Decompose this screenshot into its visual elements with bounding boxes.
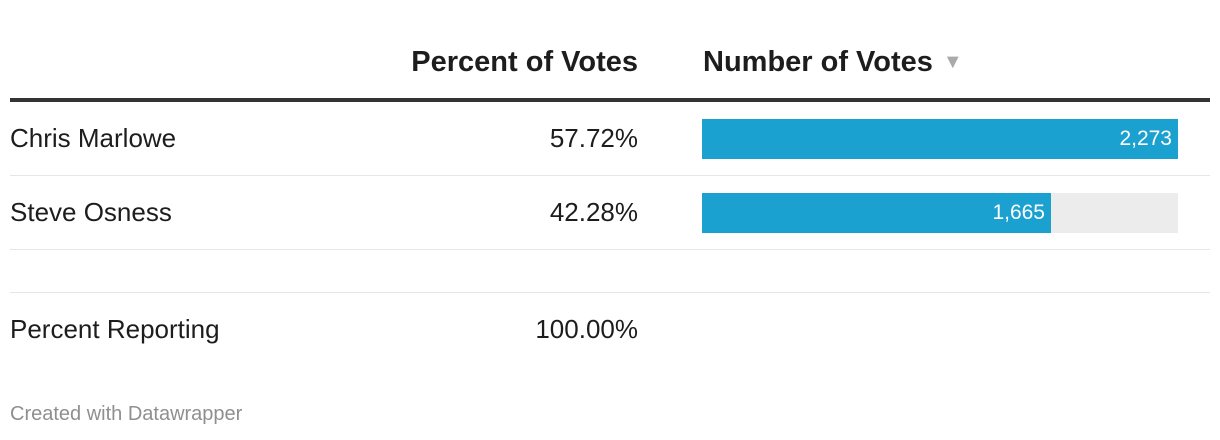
- table-row: Chris Marlowe 57.72% 2,273: [10, 102, 1210, 176]
- column-header-number[interactable]: Number of Votes ▼: [703, 46, 963, 79]
- table-header: Percent of Votes Number of Votes ▼: [10, 0, 1210, 102]
- reporting-label: Percent Reporting: [10, 314, 220, 344]
- vote-count-label: 2,273: [1119, 127, 1172, 150]
- row-spacer: [10, 250, 1210, 293]
- table-row: Steve Osness 42.28% 1,665: [10, 176, 1210, 250]
- column-header-number-label: Number of Votes: [703, 46, 933, 78]
- candidate-name: Chris Marlowe: [10, 123, 177, 153]
- vote-count-label: 1,665: [992, 201, 1045, 224]
- vote-bar: [702, 193, 1051, 233]
- reporting-row: Percent Reporting 100.00%: [10, 293, 1210, 365]
- percent-value: 57.72%: [549, 123, 638, 153]
- reporting-value: 100.00%: [535, 314, 638, 344]
- percent-value: 42.28%: [549, 197, 638, 227]
- vote-bar-track: 1,665: [702, 193, 1178, 233]
- candidate-name: Steve Osness: [10, 197, 172, 227]
- sort-descending-icon: ▼: [942, 51, 963, 73]
- vote-bar-track: 2,273: [702, 119, 1178, 159]
- results-table: Percent of Votes Number of Votes ▼ Chris …: [10, 0, 1210, 365]
- vote-bar: [702, 119, 1178, 159]
- column-header-percent[interactable]: Percent of Votes: [411, 46, 638, 78]
- datawrapper-credit: Created with Datawrapper: [10, 403, 243, 425]
